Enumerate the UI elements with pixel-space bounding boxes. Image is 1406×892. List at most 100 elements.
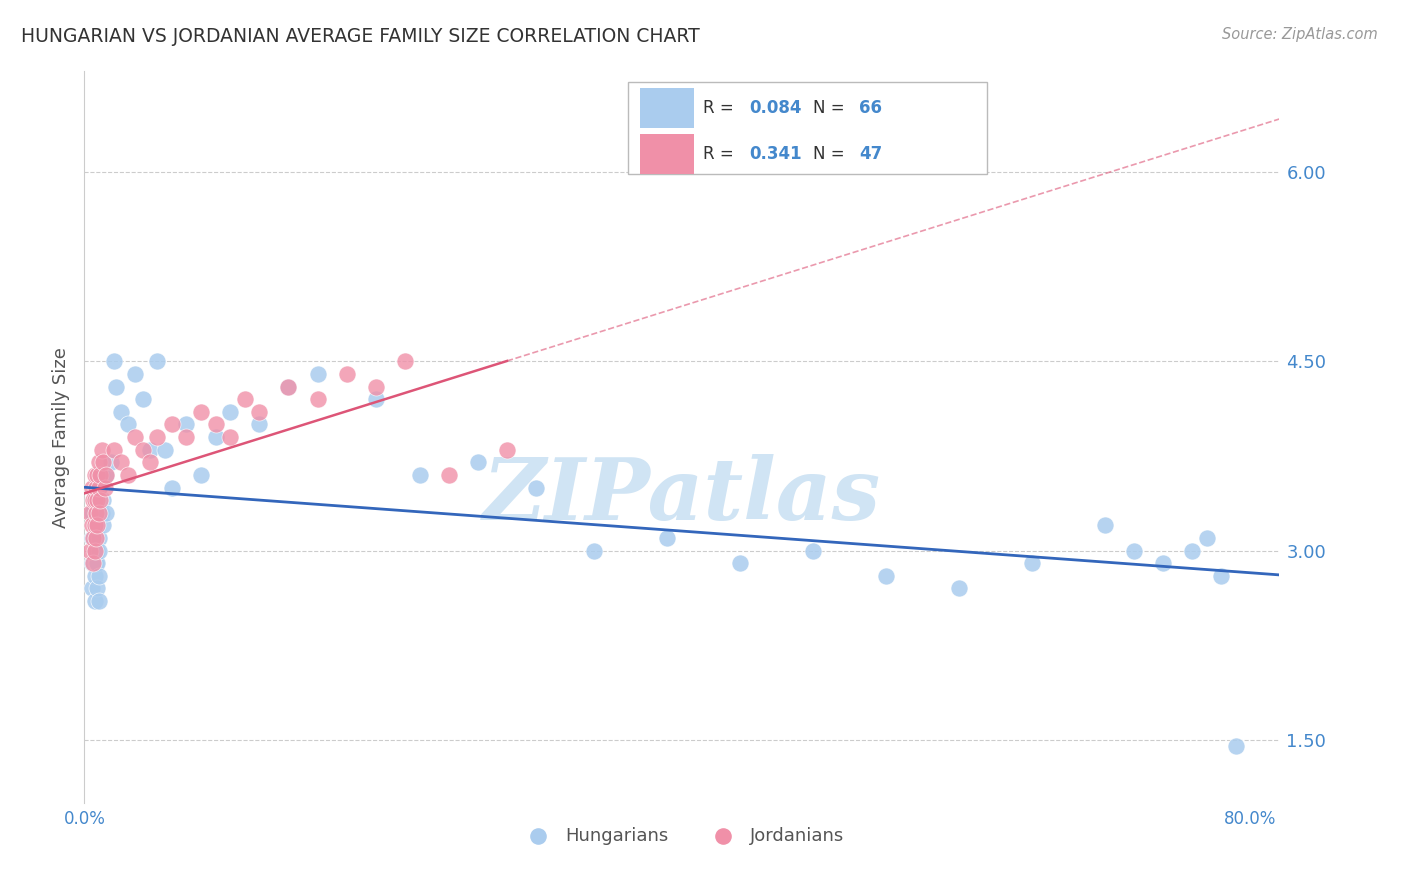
Legend: Hungarians, Jordanians: Hungarians, Jordanians (513, 820, 851, 852)
Point (84, 531, 107, 545)
Point (82, 493, 104, 508)
Point (219, 430, 242, 444)
Point (247, 417, 270, 432)
Point (277, 379, 299, 393)
Text: 47: 47 (859, 145, 882, 162)
Point (524, 481, 547, 495)
Point (83, 518, 105, 533)
Point (247, 405, 270, 419)
Point (467, 455, 489, 469)
Point (87, 531, 110, 545)
Point (103, 442, 125, 457)
Point (408, 467, 430, 482)
Point (87, 455, 110, 469)
Point (176, 417, 198, 432)
Point (1094, 518, 1116, 533)
Point (84, 531, 107, 545)
Point (80, 531, 103, 545)
Text: N =: N = (814, 99, 851, 117)
Point (89, 493, 111, 508)
Point (1195, 531, 1218, 545)
Point (83, 569, 105, 583)
Point (87, 506, 110, 520)
Point (124, 367, 146, 381)
Point (496, 442, 519, 457)
FancyBboxPatch shape (628, 82, 987, 174)
Point (364, 379, 387, 393)
Point (1021, 556, 1043, 570)
Point (394, 354, 416, 368)
Point (1152, 556, 1174, 570)
Point (146, 430, 169, 444)
Point (948, 582, 970, 596)
Point (83, 543, 105, 558)
Point (86, 518, 108, 533)
Point (131, 392, 153, 407)
Point (204, 417, 226, 432)
Point (1181, 543, 1204, 558)
Point (91, 455, 114, 469)
Point (336, 367, 359, 381)
Point (90, 467, 112, 482)
Point (153, 442, 176, 457)
Point (139, 442, 162, 457)
Point (103, 354, 125, 368)
Point (87, 506, 110, 520)
Point (83, 518, 105, 533)
Point (82, 556, 104, 570)
Point (87, 569, 110, 583)
Point (100, 455, 122, 469)
Point (83, 493, 105, 508)
Point (110, 455, 132, 469)
Point (90, 442, 112, 457)
Text: HUNGARIAN VS JORDANIAN AVERAGE FAMILY SIZE CORRELATION CHART: HUNGARIAN VS JORDANIAN AVERAGE FAMILY SI… (21, 27, 700, 45)
Point (176, 430, 198, 444)
Point (90, 506, 112, 520)
Point (86, 543, 108, 558)
Point (94, 481, 117, 495)
Point (86, 518, 108, 533)
Point (219, 405, 242, 419)
Point (233, 392, 256, 407)
Point (110, 405, 132, 419)
Point (86, 467, 108, 482)
Point (86, 493, 108, 508)
Point (87, 594, 110, 608)
Point (82, 531, 104, 545)
Point (86, 493, 108, 508)
Point (84, 506, 107, 520)
Point (307, 392, 329, 407)
Point (117, 417, 139, 432)
Point (91, 518, 114, 533)
Point (80, 556, 103, 570)
Point (80, 481, 103, 495)
Point (139, 455, 162, 469)
FancyBboxPatch shape (640, 134, 695, 174)
Point (131, 442, 153, 457)
Point (437, 467, 460, 482)
Point (190, 467, 212, 482)
Y-axis label: Average Family Size: Average Family Size (52, 347, 70, 527)
Point (1211, 569, 1233, 583)
Point (657, 531, 679, 545)
Point (96, 467, 118, 482)
Text: R =: R = (703, 145, 740, 162)
Point (84, 481, 107, 495)
Point (146, 354, 169, 368)
Point (86, 556, 108, 570)
Point (79, 543, 101, 558)
Text: Source: ZipAtlas.com: Source: ZipAtlas.com (1222, 27, 1378, 42)
Text: 0.084: 0.084 (749, 99, 801, 117)
Point (91, 493, 114, 508)
Point (160, 417, 183, 432)
Point (80, 582, 103, 596)
Text: 0.341: 0.341 (749, 145, 801, 162)
FancyBboxPatch shape (640, 87, 695, 128)
Text: R =: R = (703, 99, 740, 117)
Text: ZIPatlas: ZIPatlas (482, 454, 882, 537)
Point (89, 467, 111, 482)
Point (96, 506, 118, 520)
Point (83, 493, 105, 508)
Point (96, 467, 118, 482)
Point (1225, 739, 1247, 753)
